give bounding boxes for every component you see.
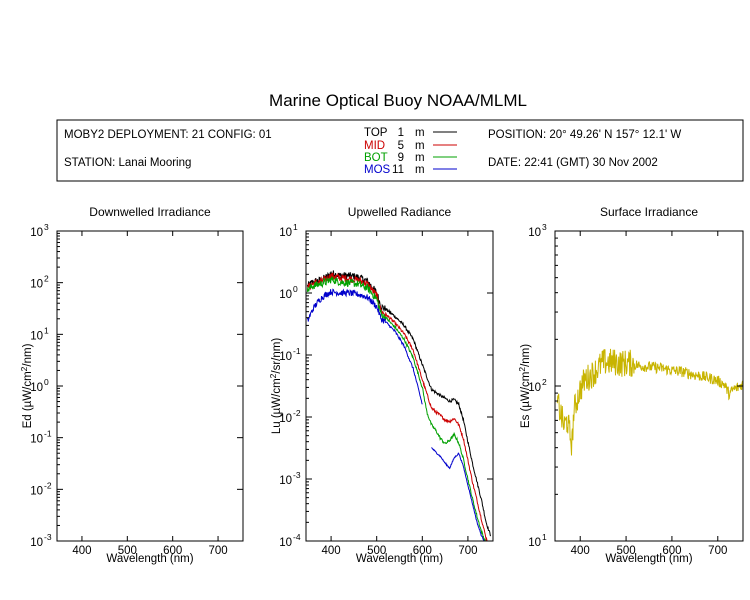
y-tick-exponent: 1 xyxy=(44,325,49,335)
y-tick-label: 10 xyxy=(528,537,541,549)
x-axis-label: Wavelength (nm) xyxy=(106,553,193,565)
y-axis-label: Ed (µW/cm2/nm) xyxy=(19,343,34,428)
x-tick-label: 700 xyxy=(458,545,477,557)
y-tick-label: 10 xyxy=(30,330,43,342)
series-line-3 xyxy=(306,275,486,541)
x-axis-label: Wavelength (nm) xyxy=(605,553,692,565)
y-tick-exponent: 2 xyxy=(542,377,547,387)
x-tick-label: 500 xyxy=(118,545,137,557)
x-tick-label: 400 xyxy=(571,545,590,557)
y-tick-exponent: -3 xyxy=(44,532,52,542)
plot-frame xyxy=(305,230,494,542)
station-text: STATION: Lanai Mooring xyxy=(64,157,191,169)
info-box xyxy=(56,119,744,182)
series-line-1 xyxy=(306,270,492,537)
legend-depth: 1 xyxy=(398,127,404,139)
y-label-end: /sr/nm) xyxy=(271,338,283,374)
y-label-sup: 2 xyxy=(19,366,29,371)
x-tick-label: 600 xyxy=(662,545,681,557)
x-tick-label: 600 xyxy=(163,545,182,557)
y-label-main: Ed (µW/cm xyxy=(22,371,34,428)
y-tick-label: 10 xyxy=(279,413,292,425)
y-tick-exponent: -1 xyxy=(44,429,52,439)
x-tick-label: 600 xyxy=(413,545,432,557)
legend-unit: m xyxy=(415,127,425,139)
plot-frame xyxy=(56,230,244,542)
y-tick-exponent: 2 xyxy=(44,274,49,284)
x-tick-label: 500 xyxy=(367,545,386,557)
y-tick-label: 10 xyxy=(279,289,292,301)
y-label-end: /nm) xyxy=(520,344,532,367)
y-axis-label: Es (µW/cm2/nm) xyxy=(517,344,532,428)
y-tick-label: 10 xyxy=(528,227,541,239)
panel-title: Surface Irradiance xyxy=(600,205,698,219)
panel-title: Upwelled Radiance xyxy=(348,205,452,219)
y-tick-exponent: -3 xyxy=(293,470,301,480)
y-tick-exponent: -1 xyxy=(293,346,301,356)
position-text: POSITION: 20° 49.26' N 157° 12.1' W xyxy=(488,129,681,141)
y-tick-exponent: 0 xyxy=(44,377,49,387)
y-tick-exponent: -2 xyxy=(44,480,52,490)
y-label-main: Es (µW/cm xyxy=(520,372,532,428)
legend-name: BOT xyxy=(364,152,388,164)
y-tick-exponent: -2 xyxy=(293,408,301,418)
deployment-text: MOBY2 DEPLOYMENT: 21 CONFIG: 01 xyxy=(64,129,272,141)
legend-entry-bot: BOT 9 m xyxy=(364,152,457,164)
y-label-sup: 2 xyxy=(268,373,278,378)
x-tick-label: 400 xyxy=(72,545,91,557)
series-line-4 xyxy=(306,288,423,405)
x-tick-label: 400 xyxy=(321,545,340,557)
legend-depth: 9 xyxy=(398,152,404,164)
legend-entry-mid: MID 5 m xyxy=(364,140,457,152)
depth-legend: TOP 1 m MID 5 m BOT 9 m MOS 11 m xyxy=(364,127,457,176)
legend-name: MID xyxy=(364,140,385,152)
y-label-main: Lu (µW/cm xyxy=(271,378,283,434)
y-label-end: /nm) xyxy=(22,343,34,366)
legend-entry-top: TOP 1 m xyxy=(364,127,457,139)
legend-name: TOP xyxy=(364,127,388,139)
y-tick-exponent: 3 xyxy=(542,222,547,232)
legend-name: MOS xyxy=(364,164,391,176)
y-tick-label: 10 xyxy=(30,227,43,239)
y-tick-exponent: 3 xyxy=(44,222,49,232)
x-tick-label: 700 xyxy=(708,545,727,557)
y-tick-label: 10 xyxy=(30,434,43,446)
y-tick-label: 10 xyxy=(30,537,43,549)
y-tick-exponent: 1 xyxy=(542,532,547,542)
series-line-2 xyxy=(306,272,489,541)
y-axis-label: Lu (µW/cm2/sr/nm) xyxy=(268,338,283,435)
legend-depth: 5 xyxy=(398,140,404,152)
panel-title: Downwelled Irradiance xyxy=(89,205,211,219)
date-text: DATE: 22:41 (GMT) 30 Nov 2002 xyxy=(488,157,658,169)
legend-unit: m xyxy=(415,152,425,164)
x-tick-label: 700 xyxy=(208,545,227,557)
y-tick-label: 10 xyxy=(30,279,43,291)
legend-depth: 11 xyxy=(392,164,404,176)
legend-entry-mos: MOS 11 m xyxy=(364,164,457,176)
series-line-1 xyxy=(556,348,743,456)
legend-unit: m xyxy=(415,164,425,176)
y-tick-exponent: -4 xyxy=(293,532,301,542)
y-tick-exponent: 0 xyxy=(293,284,298,294)
y-tick-label: 10 xyxy=(30,485,43,497)
y-tick-label: 10 xyxy=(528,382,541,394)
y-tick-exponent: 1 xyxy=(293,222,298,232)
y-tick-label: 10 xyxy=(279,537,292,549)
y-tick-label: 10 xyxy=(30,382,43,394)
legend-unit: m xyxy=(415,140,425,152)
y-tick-label: 10 xyxy=(279,227,292,239)
x-axis-label: Wavelength (nm) xyxy=(356,553,443,565)
y-tick-label: 10 xyxy=(279,475,292,487)
figure-title: Marine Optical Buoy NOAA/MLML xyxy=(269,91,527,110)
series-line-5 xyxy=(431,447,485,541)
x-tick-label: 500 xyxy=(616,545,635,557)
y-label-sup: 2 xyxy=(517,367,527,372)
y-tick-label: 10 xyxy=(279,351,292,363)
